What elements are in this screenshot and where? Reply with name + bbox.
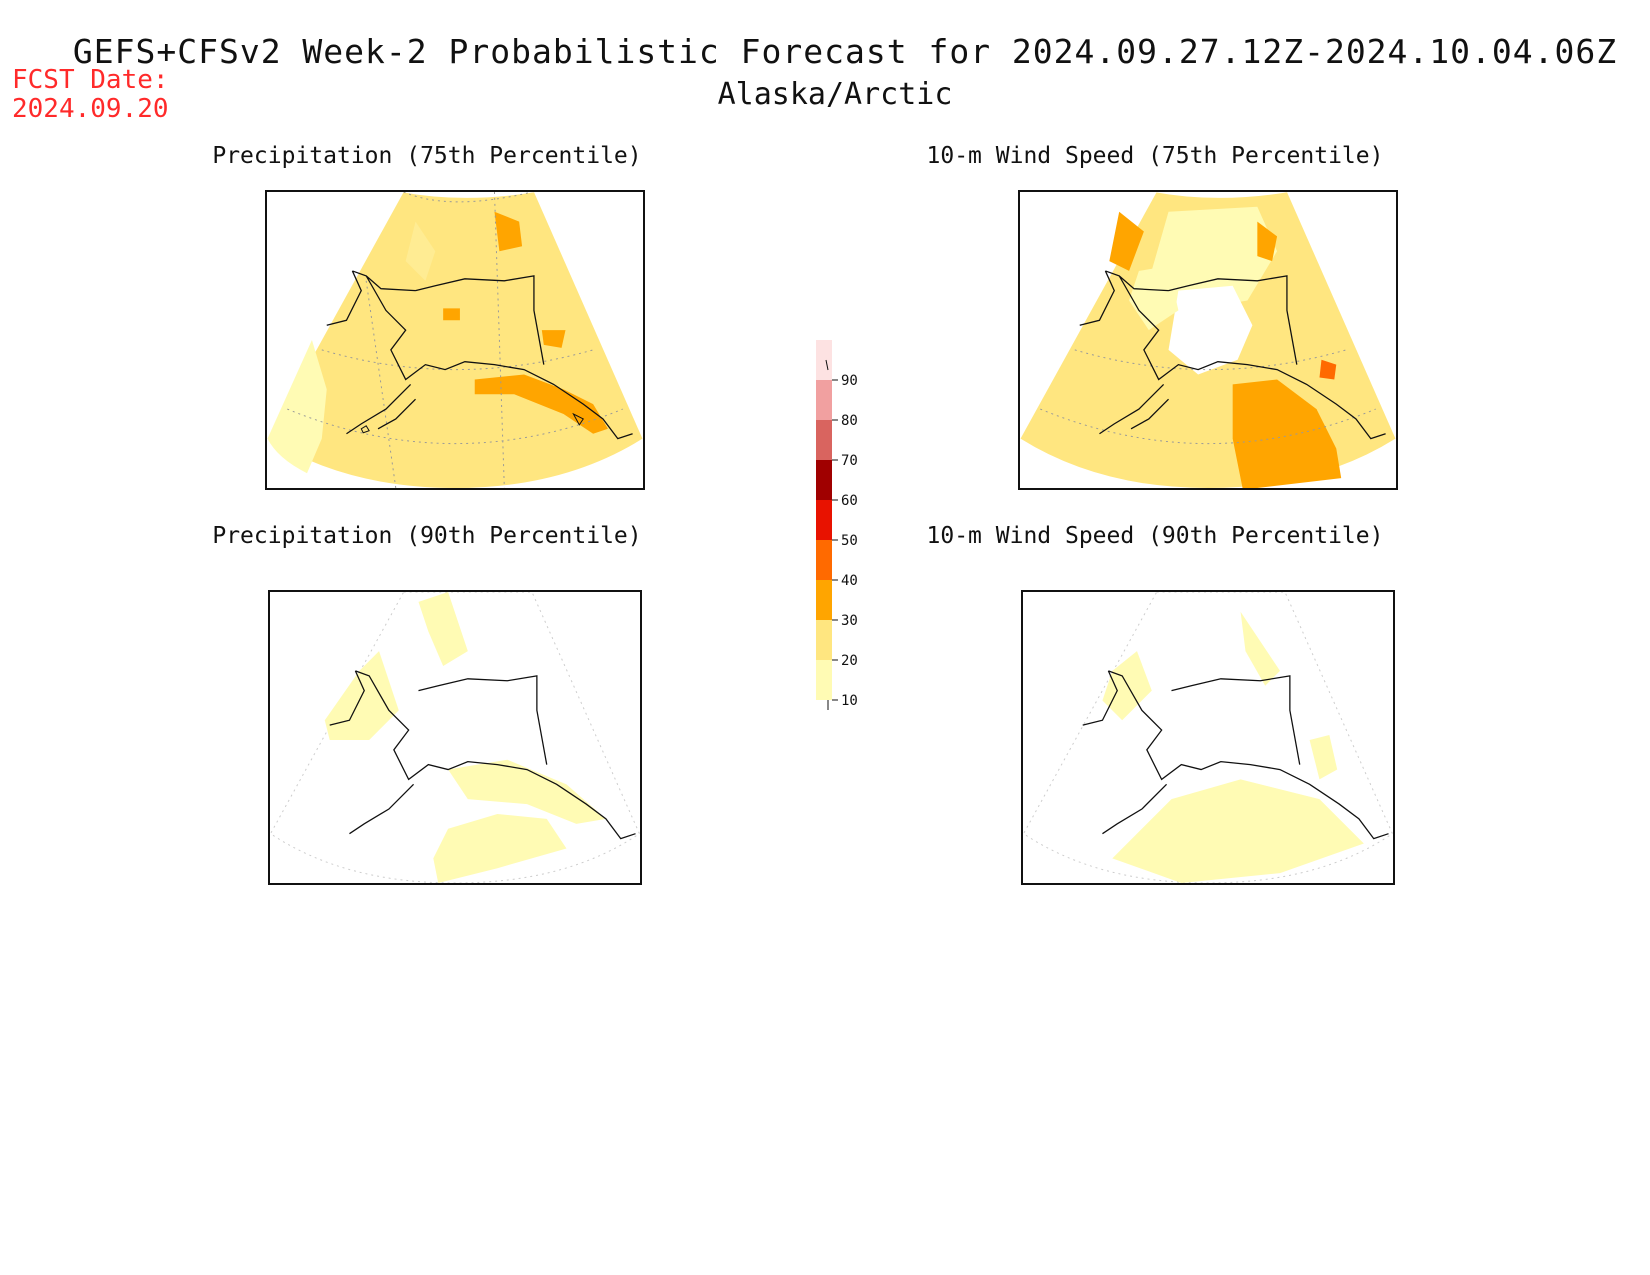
colorbar-label: 10 xyxy=(841,693,858,709)
low-prob-region-west xyxy=(1129,266,1179,331)
graticule-lon xyxy=(493,192,505,488)
alaska-coastline xyxy=(329,670,636,840)
alaska-coastline xyxy=(326,270,633,440)
graticule-lat xyxy=(321,349,594,371)
colorbar-label: 80 xyxy=(841,413,858,429)
colorbar-labels: 10 20 30 40 50 60 70 80 90 xyxy=(832,373,858,709)
pole-cap xyxy=(400,192,536,198)
graticule-lat xyxy=(1040,408,1376,444)
colorbar-swatch xyxy=(816,660,832,700)
panel-title-wind-75: 10-m Wind Speed (75th Percentile) xyxy=(926,143,1384,169)
map-panel-wind-90 xyxy=(1021,590,1395,885)
colorbar-swatch xyxy=(816,420,832,460)
pole-cap xyxy=(1153,192,1289,198)
low-prob-gulf-coast xyxy=(448,759,606,824)
colorbar-swatch xyxy=(816,500,832,540)
colorbar-swatch xyxy=(816,620,832,660)
graticule-lat xyxy=(287,408,623,444)
colorbar-label: 90 xyxy=(841,373,858,389)
low-prob-gulf-south xyxy=(433,813,567,883)
elevated-prob-north xyxy=(1257,221,1278,262)
panel-title-precip-75: Precipitation (75th Percentile) xyxy=(212,143,642,169)
map-panel-precip-90 xyxy=(268,590,642,885)
panel-title-wind-90: 10-m Wind Speed (90th Percentile) xyxy=(926,523,1384,549)
low-prob-east xyxy=(1309,735,1338,780)
colorbar-label: 50 xyxy=(841,533,858,549)
below-threshold-interior xyxy=(1168,285,1253,375)
forecast-date-block: FCST Date: 2024.09.20 xyxy=(12,66,169,124)
elevated-prob-north xyxy=(494,211,523,252)
colorbar-label: 60 xyxy=(841,493,858,509)
colorbar-end-caps xyxy=(825,359,829,710)
main-title: GEFS+CFSv2 Week-2 Probabilistic Forecast… xyxy=(72,32,1618,71)
graticule-lat xyxy=(1074,349,1347,371)
elevated-prob-northwest xyxy=(1109,211,1144,271)
elevated-prob-gulf xyxy=(1232,379,1342,488)
wind-90-map xyxy=(1023,592,1393,883)
islands-outline xyxy=(360,412,584,434)
colorbar-boxes xyxy=(816,340,832,700)
elevated-prob-east xyxy=(541,330,566,348)
low-prob-region-west xyxy=(267,340,327,474)
precip-75-map xyxy=(267,192,643,488)
colorbar-swatch xyxy=(816,540,832,580)
low-prob-region-north xyxy=(1148,206,1278,311)
mid-prob-patch xyxy=(405,221,436,281)
colorbar-label: 70 xyxy=(841,453,858,469)
map-panel-precip-75 xyxy=(265,190,645,490)
colorbar-label: 40 xyxy=(841,573,858,589)
low-prob-region-north xyxy=(418,592,468,666)
colorbar-label: 20 xyxy=(841,653,858,669)
colorbar-swatch xyxy=(816,380,832,420)
precip-90-map xyxy=(270,592,640,883)
elevated-prob-interior xyxy=(443,308,460,321)
low-prob-region-north xyxy=(1240,611,1281,686)
forecast-date-label: FCST Date: xyxy=(12,65,169,95)
panel-title-precip-90: Precipitation (90th Percentile) xyxy=(212,523,642,549)
map-panel-wind-75 xyxy=(1018,190,1398,490)
forecast-domain-fill xyxy=(267,192,643,488)
region-subtitle: Alaska/Arctic xyxy=(717,77,953,112)
elevated-prob-gulf-coast xyxy=(474,374,608,434)
colorbar-swatch xyxy=(816,340,832,380)
wind-75-map xyxy=(1020,192,1396,488)
alaska-coastline xyxy=(1079,270,1386,440)
forecast-date-value: 2024.09.20 xyxy=(12,94,169,124)
alaska-coastline xyxy=(1082,670,1389,840)
colorbar-label: 30 xyxy=(841,613,858,629)
low-prob-gulf xyxy=(1112,779,1364,883)
high-prob-patch xyxy=(1319,359,1337,380)
colorbar-swatch xyxy=(816,460,832,500)
colorbar-swatch xyxy=(816,580,832,620)
probability-colorbar: 10 20 30 40 50 60 70 80 90 xyxy=(816,340,858,710)
